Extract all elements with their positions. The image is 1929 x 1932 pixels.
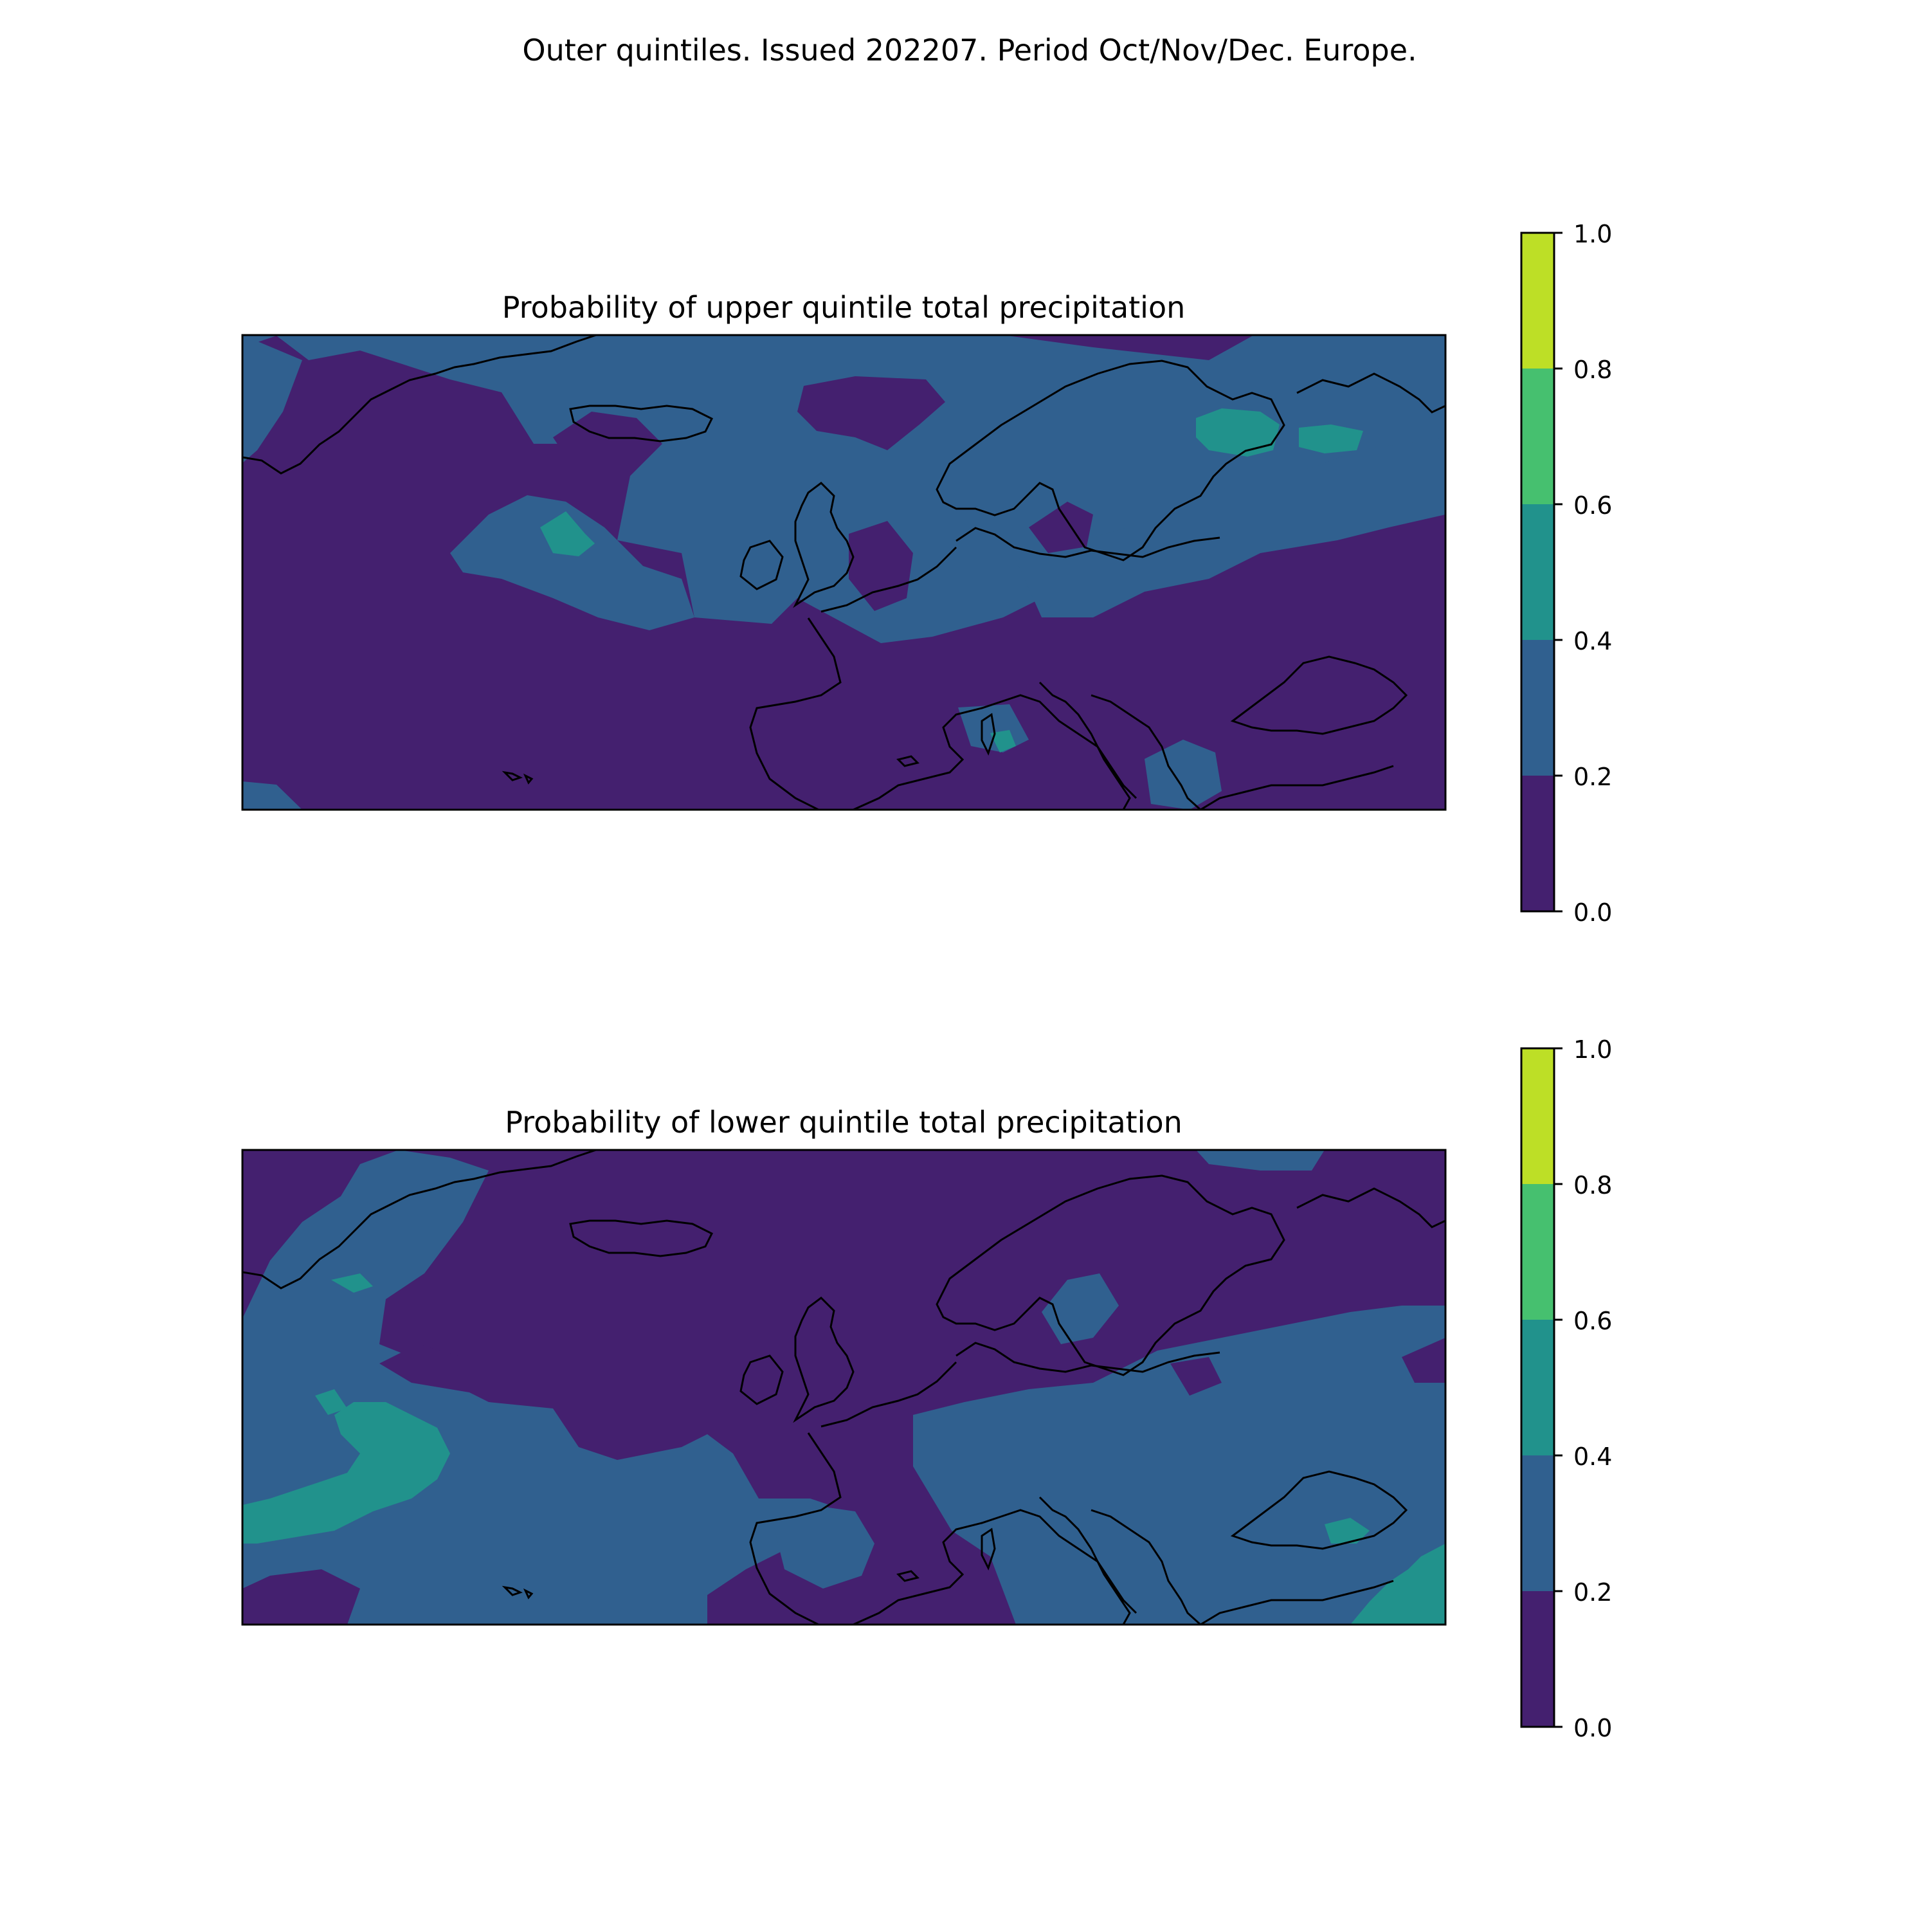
map-upper-region-kola-high (1299, 424, 1363, 453)
coastline-segment (1296, 372, 1445, 414)
coastline-segment (1200, 1580, 1394, 1625)
coastline-segment (981, 1527, 996, 1571)
colorbar-upper-tick-1: 0.2 (1573, 763, 1612, 791)
coastline-segment (936, 1174, 1285, 1376)
map-lower-frame (241, 1149, 1447, 1626)
coastline-segment (1091, 1509, 1202, 1625)
map-lower-region-atl-low (379, 1344, 489, 1396)
map-upper-region-greenland (242, 335, 302, 463)
colorbar-lower: 0.0 0.2 0.4 0.6 0.8 1.0 (1520, 1035, 1612, 1742)
colorbar-upper-seg-3 (1521, 369, 1554, 504)
colorbar-upper-seg-0 (1521, 776, 1554, 911)
map-upper-region-north-sea-low (849, 521, 913, 611)
map-lower-region-iberia (772, 1505, 874, 1589)
map-upper (242, 335, 1445, 810)
map-upper-region-iceland-low (553, 412, 662, 476)
colorbar-lower-ticks (1554, 1047, 1562, 1728)
map-lower-region-se-high (1350, 1544, 1445, 1625)
map-lower-region-east (913, 1306, 1445, 1625)
coastline-segment (242, 335, 597, 475)
coastline-segment (569, 405, 714, 442)
map-upper-region-sw (242, 781, 302, 810)
colorbar-lower-seg-4 (1521, 1048, 1554, 1184)
colorbar-upper-tick-3: 0.6 (1573, 491, 1612, 520)
coastline-segment (936, 360, 1285, 561)
colorbar-lower-frame (1520, 1047, 1555, 1728)
map-lower-region-greenland-high (331, 1273, 373, 1293)
colorbar-upper-tick-0: 0.0 (1573, 898, 1612, 927)
colorbar-lower-tick-0: 0.0 (1573, 1714, 1612, 1742)
coastline-segment (955, 527, 1220, 558)
map-upper-region-norw-sea-low (797, 376, 945, 450)
coastline-segment (1230, 1470, 1408, 1550)
map-upper-region-finland-high (1196, 408, 1280, 457)
map-upper-frame (241, 334, 1447, 811)
colorbar-upper-frame (1520, 232, 1555, 913)
colorbar-upper-tick-4: 0.8 (1573, 356, 1612, 384)
colorbar-upper-ticks (1554, 232, 1562, 913)
coastline-segment (896, 755, 919, 767)
coastline-segment (1200, 765, 1394, 810)
coastline-segment (1091, 694, 1202, 810)
map-upper-region-baltic (1016, 437, 1445, 617)
coastline-segment (1038, 681, 1131, 810)
map-upper-region-aegean (1145, 740, 1222, 810)
coastlines-lower (242, 1150, 1445, 1625)
coastline-segment (820, 546, 957, 613)
colorbar-lower-tick-1: 0.2 (1573, 1578, 1612, 1607)
panel-lower-title: Probability of lower quintile total prec… (505, 1105, 1182, 1140)
map-lower-region-nordic-top (1196, 1150, 1325, 1171)
coastline-segment (502, 1585, 534, 1599)
colorbar-upper: 0.0 0.2 0.4 0.6 0.8 1.0 (1520, 220, 1612, 927)
colorbar-lower-tick-2: 0.4 (1573, 1443, 1612, 1471)
colorbar-upper-tick-5: 1.0 (1573, 220, 1612, 248)
colorbar-lower-seg-2 (1521, 1320, 1554, 1455)
coastline-segment (820, 1361, 957, 1428)
coastline-segment (739, 540, 784, 590)
coastline-segment (749, 1432, 853, 1625)
colorbar-lower-seg-0 (1521, 1591, 1554, 1727)
map-upper-region-corsica-high (990, 730, 1016, 752)
colorbar-lower-tick-5: 1.0 (1573, 1035, 1612, 1064)
panel-lower: Probability of lower quintile total prec… (241, 1035, 1612, 1742)
coastline-segment (502, 770, 534, 785)
coastline-segment (1230, 655, 1408, 735)
map-lower-region-east-low (1402, 1338, 1445, 1383)
coastline-segment (955, 1342, 1220, 1373)
coastline-segment (981, 713, 996, 756)
coastline-segment (793, 482, 855, 608)
map-upper-region-atl-high (540, 511, 595, 556)
figure-suptitle: Outer quintiles. Issued 202207. Period O… (522, 33, 1417, 68)
coastline-segment (793, 1297, 855, 1423)
map-lower (242, 1150, 1445, 1625)
colorbar-upper-tick-2: 0.4 (1573, 627, 1612, 655)
coastline-segment (749, 617, 853, 810)
colorbar-lower-tick-3: 0.6 (1573, 1307, 1612, 1335)
colorbar-upper-seg-1 (1521, 640, 1554, 776)
colorbar-lower-tick-4: 0.8 (1573, 1171, 1612, 1199)
panel-upper: Probability of upper quintile total prec… (241, 220, 1612, 927)
coastline-segment (1038, 1496, 1131, 1625)
map-lower-region-blacksea-high (1325, 1518, 1370, 1544)
map-lower-region-atl-high-2 (315, 1389, 347, 1415)
map-upper-region-atlantic (450, 495, 694, 630)
coastline-segment (896, 1570, 919, 1582)
coastlines-upper (242, 335, 1445, 810)
map-lower-region-sw-low (242, 1569, 360, 1625)
colorbar-lower-seg-3 (1521, 1184, 1554, 1320)
coastline-segment (739, 1354, 784, 1405)
map-lower-region-ukraine-low (1170, 1357, 1222, 1396)
coastline-segment (242, 1150, 597, 1290)
coastline-segment (569, 1219, 714, 1257)
map-upper-region-denmark-low (1029, 502, 1093, 553)
colorbar-lower-seg-1 (1521, 1455, 1554, 1591)
colorbar-upper-seg-2 (1521, 504, 1554, 640)
coastline-segment (1296, 1187, 1445, 1228)
colorbar-upper-seg-4 (1521, 233, 1554, 369)
panel-upper-title: Probability of upper quintile total prec… (502, 290, 1186, 325)
map-lower-region-atl-high (242, 1402, 450, 1544)
